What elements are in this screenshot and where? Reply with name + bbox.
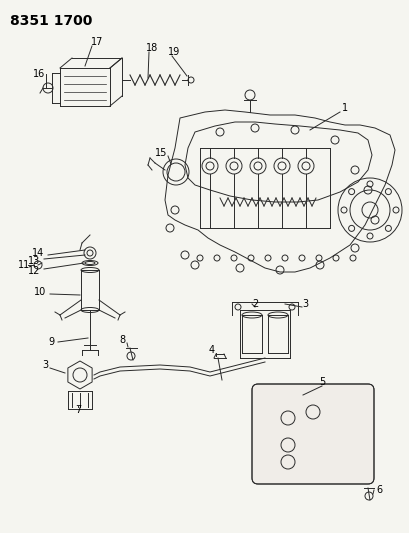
Text: 12: 12 (27, 266, 40, 276)
Text: 18: 18 (146, 43, 158, 53)
Text: 10: 10 (34, 287, 46, 297)
Text: 15: 15 (154, 148, 166, 158)
Text: 17: 17 (90, 37, 103, 47)
Text: 13: 13 (28, 256, 40, 266)
Text: 8351 1700: 8351 1700 (10, 14, 92, 28)
Text: 8: 8 (119, 335, 126, 345)
Text: 2: 2 (251, 299, 258, 309)
Text: 6: 6 (375, 485, 381, 495)
Text: 3: 3 (42, 360, 48, 370)
Text: 7: 7 (75, 405, 81, 415)
Text: 4: 4 (208, 345, 214, 355)
Text: 1: 1 (341, 103, 347, 113)
Text: 16: 16 (33, 69, 45, 79)
Text: 3: 3 (301, 299, 307, 309)
Text: 11: 11 (18, 260, 30, 270)
Text: 9: 9 (49, 337, 55, 347)
Text: 5: 5 (318, 377, 324, 387)
FancyBboxPatch shape (252, 384, 373, 484)
Text: 19: 19 (167, 47, 180, 57)
Text: 14: 14 (31, 248, 44, 258)
